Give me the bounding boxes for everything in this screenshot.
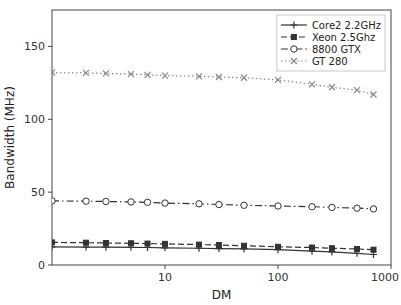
x-tick-label: 10 [158, 271, 172, 284]
marker [241, 202, 247, 208]
marker [103, 70, 109, 76]
legend-marker [291, 46, 297, 52]
marker [145, 241, 150, 246]
series-line [52, 242, 374, 249]
marker [128, 71, 134, 77]
legend-box [277, 15, 385, 71]
plot-area [52, 70, 377, 258]
series [52, 70, 376, 98]
plot-frame [52, 10, 391, 265]
marker [83, 198, 89, 204]
marker [275, 203, 281, 209]
marker [128, 199, 134, 205]
marker [216, 201, 222, 207]
marker [103, 198, 109, 204]
legend-marker [291, 58, 297, 64]
marker [329, 84, 335, 90]
y-tick-label: 0 [38, 259, 45, 272]
y-tick [48, 265, 52, 266]
legend-label: Xeon 2.5Ghz [312, 32, 375, 43]
marker [354, 246, 359, 251]
marker [52, 240, 55, 245]
y-axis-label: Bandwidth (MHz) [3, 86, 17, 189]
marker [276, 244, 281, 249]
y-tick-label: 100 [24, 113, 45, 126]
chart: 0 50 100 150 10 100 1000 DM Bandwidth (MHz) Core2… [0, 0, 401, 305]
legend-label: Core2 2.2GHz [312, 20, 381, 31]
marker [196, 201, 202, 207]
x-axis-label: DM [212, 288, 232, 302]
marker [354, 205, 360, 211]
marker [370, 92, 376, 98]
legend-marker [291, 35, 296, 40]
x-tick [278, 265, 279, 269]
series-line [52, 73, 374, 95]
marker [144, 72, 150, 78]
x-tick [391, 265, 392, 269]
legend: Core2 2.2GHzXeon 2.5Ghz8800 GTXGT 280 [277, 15, 385, 71]
marker [241, 243, 246, 248]
marker [329, 246, 334, 251]
series [52, 243, 377, 258]
marker [241, 75, 247, 81]
marker [275, 77, 281, 83]
x-tick-label: 1000 [371, 271, 399, 284]
marker [144, 199, 150, 205]
marker [216, 243, 221, 248]
y-tick [48, 119, 52, 120]
marker [163, 241, 168, 246]
x-tick [165, 265, 166, 269]
marker [197, 242, 202, 247]
y-tick-label: 50 [31, 186, 45, 199]
series-line [52, 201, 374, 209]
y-tick-label: 150 [24, 40, 45, 53]
marker [84, 240, 89, 245]
y-tick [48, 46, 52, 47]
marker [354, 87, 360, 93]
marker [52, 70, 55, 76]
x-tick-label: 100 [268, 271, 289, 284]
marker [310, 245, 315, 250]
marker [83, 70, 89, 76]
marker [309, 204, 315, 210]
series [52, 240, 376, 252]
legend-label: GT 280 [312, 56, 348, 67]
marker [162, 73, 168, 79]
series [52, 198, 377, 212]
marker [162, 200, 168, 206]
legend-marker [290, 22, 297, 29]
marker [309, 81, 315, 87]
legend-label: 8800 GTX [312, 44, 361, 55]
marker [196, 73, 202, 79]
marker [103, 240, 108, 245]
marker [329, 204, 335, 210]
marker [216, 74, 222, 80]
y-tick [48, 192, 52, 193]
marker [52, 198, 55, 204]
marker [128, 241, 133, 246]
marker [371, 247, 376, 252]
marker [370, 206, 376, 212]
